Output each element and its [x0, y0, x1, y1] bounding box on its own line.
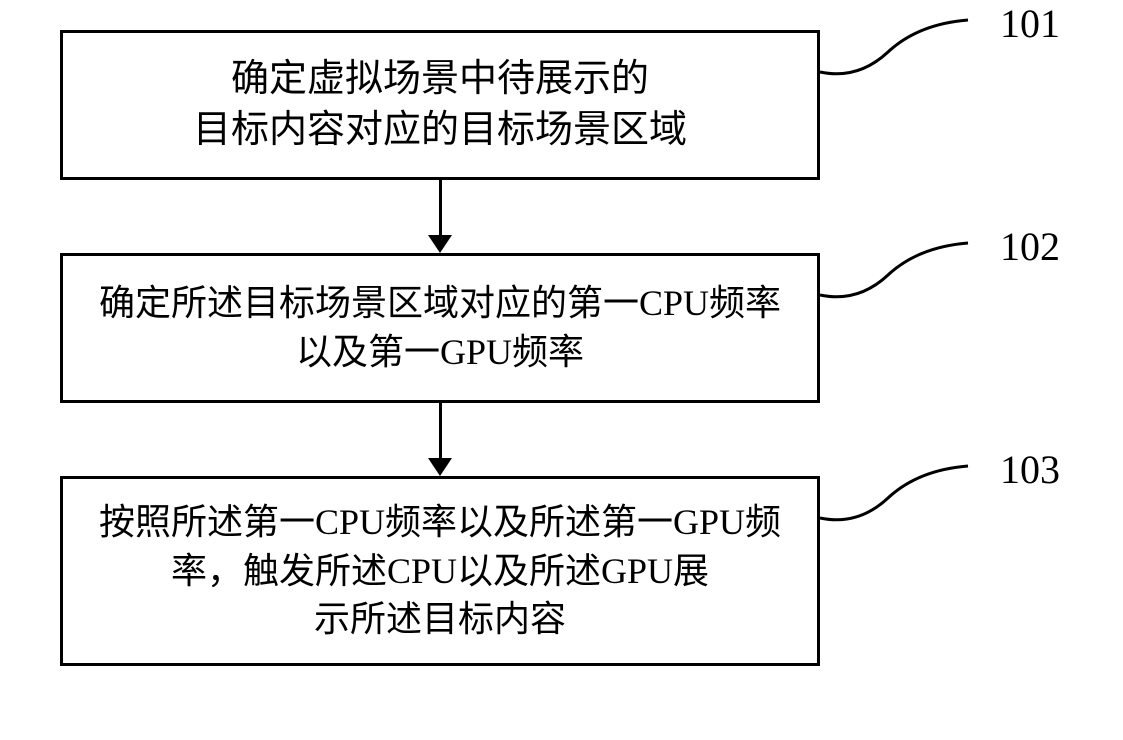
- step-label-103: 103: [1000, 446, 1060, 493]
- step-text: 以及第一GPU频率: [296, 328, 584, 377]
- flowchart-container: 确定虚拟场景中待展示的 目标内容对应的目标场景区域 101 确定所述目标场景区域…: [60, 30, 820, 666]
- callout-101: [818, 12, 998, 87]
- step-text: 确定虚拟场景中待展示的: [231, 54, 649, 105]
- flow-step-102: 确定所述目标场景区域对应的第一CPU频率 以及第一GPU频率: [60, 253, 820, 403]
- step-text: 按照所述第一CPU频率以及所述第一GPU频: [99, 498, 781, 547]
- arrow: [60, 403, 820, 476]
- step-text: 率，触发所述CPU以及所述GPU展: [171, 547, 709, 596]
- flow-step-103: 按照所述第一CPU频率以及所述第一GPU频 率，触发所述CPU以及所述GPU展 …: [60, 476, 820, 666]
- flow-step-101: 确定虚拟场景中待展示的 目标内容对应的目标场景区域: [60, 30, 820, 180]
- step-text: 确定所述目标场景区域对应的第一CPU频率: [99, 279, 781, 328]
- step-text: 示所述目标内容: [314, 595, 566, 644]
- arrow: [60, 180, 820, 253]
- callout-102: [818, 235, 998, 310]
- step-label-101: 101: [1000, 0, 1060, 47]
- callout-103: [818, 458, 998, 533]
- step-text: 目标内容对应的目标场景区域: [193, 105, 687, 156]
- step-label-102: 102: [1000, 223, 1060, 270]
